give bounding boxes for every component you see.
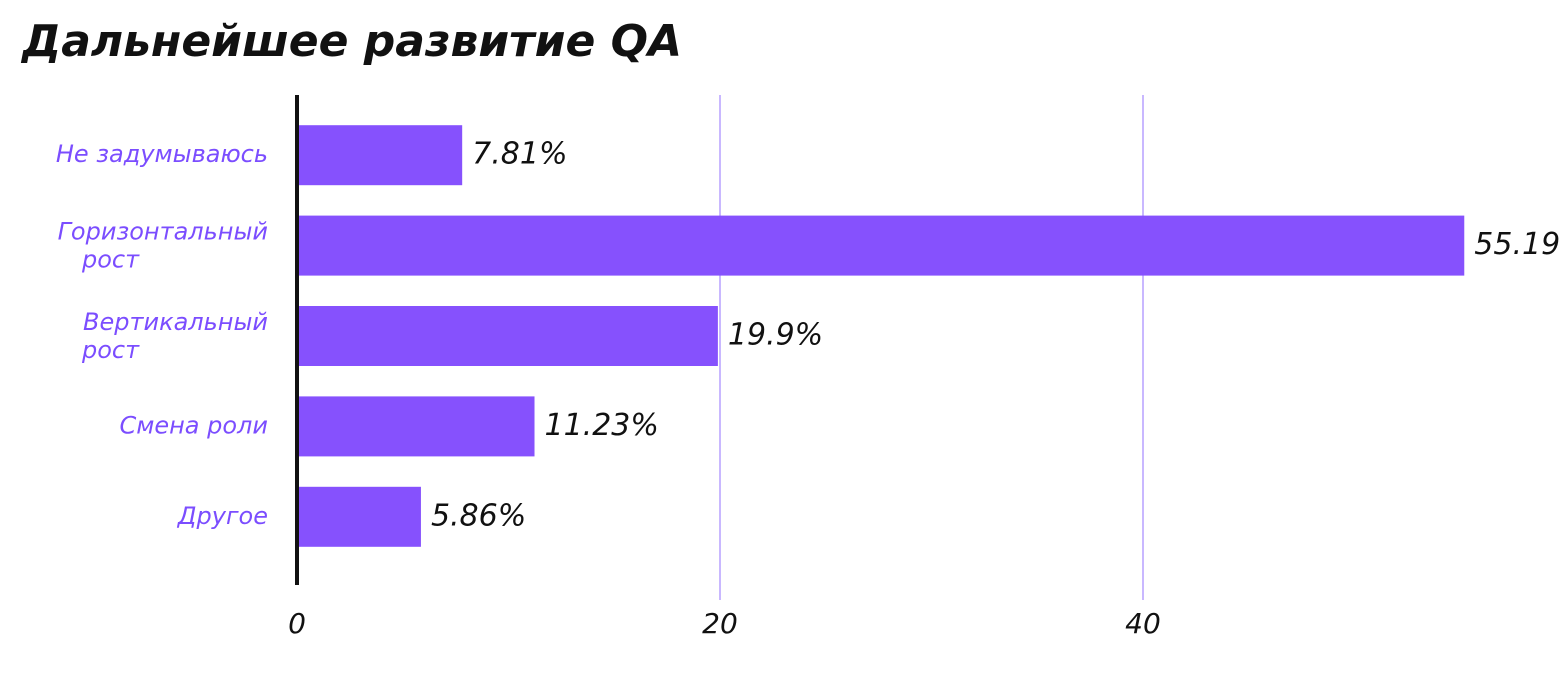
bar bbox=[297, 306, 718, 366]
x-tick-label: 40 bbox=[1125, 607, 1161, 640]
value-label: 19.9% bbox=[728, 318, 823, 353]
x-tick-label: 0 bbox=[288, 607, 306, 640]
bar bbox=[297, 396, 535, 457]
x-tick-label: 20 bbox=[702, 607, 738, 640]
value-label: 11.23% bbox=[545, 408, 659, 443]
chart-title: Дальнейшее развитие QA bbox=[20, 16, 682, 67]
value-label: 55.19% bbox=[1474, 227, 1560, 262]
bar bbox=[297, 486, 421, 547]
y-tick-label: Вертикальный рост bbox=[81, 308, 268, 364]
value-label: 5.86% bbox=[431, 498, 526, 533]
value-label: 7.81% bbox=[472, 137, 567, 172]
y-tick-label: Смена роли bbox=[119, 411, 268, 439]
y-tick-label: Не задумываюсь bbox=[56, 140, 268, 168]
y-tick-label: Горизонтальный рост bbox=[58, 218, 268, 274]
bar bbox=[297, 125, 463, 186]
y-tick-label: Другое bbox=[177, 502, 268, 530]
bar bbox=[297, 215, 1465, 276]
